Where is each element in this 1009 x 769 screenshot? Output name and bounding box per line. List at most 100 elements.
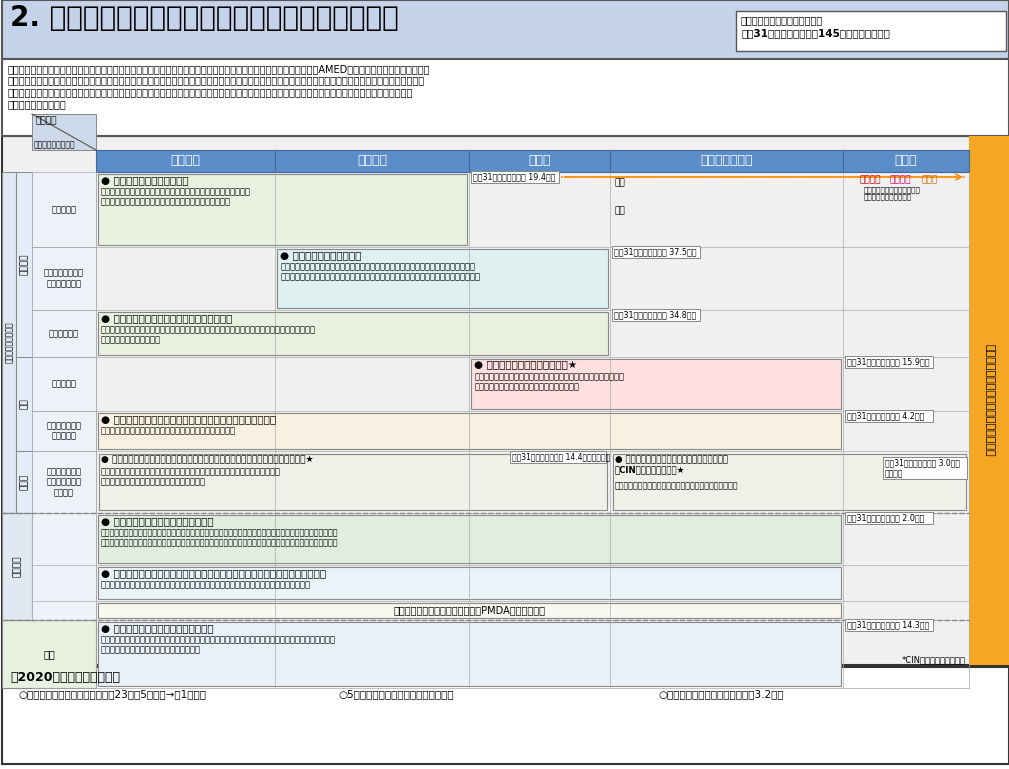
Text: ● 開発途上国・新興国等における医療技術等実用化研究事業: ● 開発途上国・新興国等における医療技術等実用化研究事業 <box>101 414 276 424</box>
Bar <box>511 451 606 463</box>
Text: ● クリニカル・イノベーション・ネットワーク
（CIN）推進支援事業　★: ● クリニカル・イノベーション・ネットワーク （CIN）推進支援事業 ★ <box>615 455 728 474</box>
Text: 平成31年度概算要求額 15.9億円: 平成31年度概算要求額 15.9億円 <box>847 357 929 366</box>
Text: 基礎研究: 基礎研究 <box>171 155 201 168</box>
Bar <box>843 150 969 172</box>
Bar <box>610 150 843 172</box>
Text: ● 医薬品等規制調和・評価研究事業（審査の迅速化・質の向上と安全対策の強化）★: ● 医薬品等規制調和・評価研究事業（審査の迅速化・質の向上と安全対策の強化）★ <box>101 455 314 464</box>
Text: レジストリ項目の精査・レジストリに関する相談支援業務: レジストリ項目の精査・レジストリに関する相談支援業務 <box>615 481 739 490</box>
Bar <box>32 114 96 150</box>
Text: ○医療機器の輸出額を倍増（平成23年約5千億円→約1兆円）: ○医療機器の輸出額を倍増（平成23年約5千億円→約1兆円） <box>18 689 206 699</box>
Bar <box>2 59 1009 136</box>
Bar <box>32 357 96 411</box>
Bar <box>469 150 610 172</box>
Text: 開発初期段階から事業化に至るまで、「伴走コンサル」等による切れ目ないワンストップ支援: 開発初期段階から事業化に至るまで、「伴走コンサル」等による切れ目ないワンストップ… <box>101 580 311 589</box>
Text: フェーズ: フェーズ <box>35 116 57 125</box>
Bar <box>277 249 608 308</box>
Text: 大企業・大学: 大企業・大学 <box>49 329 79 338</box>
Text: 平成31年度概算要求額 19.4億円: 平成31年度概算要求額 19.4億円 <box>473 172 556 181</box>
Text: 平成31年度概算要求額 34.8億円: 平成31年度概算要求額 34.8億円 <box>614 310 696 319</box>
Text: 経産省: 経産省 <box>921 175 937 184</box>
Bar <box>883 457 967 479</box>
Text: 支援基盤: 支援基盤 <box>12 556 21 578</box>
Text: ● 医療機器開発支援ネットワークの構築（医工連携事業化推進事業）（再掲）: ● 医療機器開発支援ネットワークの構築（医工連携事業化推進事業）（再掲） <box>101 568 326 578</box>
Text: 2. オールジャパンでの医療機器開発プロジェクト: 2. オールジャパンでの医療機器開発プロジェクト <box>10 4 399 32</box>
Text: 平成31年度概算要求額　145億円（一部再掲）: 平成31年度概算要求額 145億円（一部再掲） <box>741 28 890 38</box>
Text: アカデミア: アカデミア <box>51 205 77 214</box>
Text: 【2020年までの達成目標】: 【2020年までの達成目標】 <box>10 671 120 684</box>
Text: 平成31年度概算要求額 3.0億円: 平成31年度概算要求額 3.0億円 <box>885 458 960 467</box>
Bar <box>98 174 467 245</box>
Bar <box>98 567 840 599</box>
Text: ものづくり技術を
有する中小企業: ものづくり技術を 有する中小企業 <box>44 269 84 288</box>
Text: 日本医療研究開発機構対象経費: 日本医療研究開発機構対象経費 <box>741 15 823 25</box>
Bar <box>845 619 933 631</box>
Bar <box>612 246 700 258</box>
Text: 応用研究: 応用研究 <box>357 155 387 168</box>
Bar <box>612 309 700 321</box>
Text: ○5種類以上の革新的医療機器の実用化: ○5種類以上の革新的医療機器の実用化 <box>338 689 454 699</box>
Text: ● 次世代医療機器連携拠点整備等事業: ● 次世代医療機器連携拠点整備等事業 <box>101 516 214 526</box>
Text: 臨床研究・治験: 臨床研究・治験 <box>700 155 753 168</box>
Text: 研究開発の主な主体: 研究開発の主な主体 <box>34 140 76 149</box>
Bar <box>96 150 275 172</box>
Text: 文科省、: 文科省、 <box>859 175 881 184</box>
Bar <box>32 411 96 451</box>
Text: 平成31年度概算要求額 14.4億円《再掲》: 平成31年度概算要求額 14.4億円《再掲》 <box>513 452 610 461</box>
Bar <box>275 150 469 172</box>
Text: 平成31年度概算要求額 14.3億円: 平成31年度概算要求額 14.3億円 <box>847 620 929 629</box>
Text: 自立支援型ロボット介護機器開発、ロボット介護機器に係る効果の評価による普及促進（厚労省と連携）
及び安全基準策定・海外規格との連携を推進: 自立支援型ロボット介護機器開発、ロボット介護機器に係る効果の評価による普及促進（… <box>101 635 336 654</box>
Text: 先進的な医療機器・システム等及び基盤技術を開発し、薬機法における承認審査の迅速化のため
の開発ガイドラインを策定: 先進的な医療機器・システム等及び基盤技術を開発し、薬機法における承認審査の迅速化… <box>101 325 316 345</box>
Bar <box>32 513 96 620</box>
Text: 医療: 医療 <box>19 398 28 409</box>
Text: 《再掲》: 《再掲》 <box>885 469 903 478</box>
Text: 平成31年度概算要求額 37.5億円: 平成31年度概算要求額 37.5億円 <box>614 247 696 256</box>
Text: 医療現場のニーズに基づいて医療機器を開発できる企業の人材を育成し、医療機器開発の加速化・産業化を推進
するため、人材育成拠点の連携を強化することに加えて、新たな: 医療現場のニーズに基づいて医療機器を開発できる企業の人材を育成し、医療機器開発の… <box>101 528 338 548</box>
Bar <box>98 312 608 355</box>
Bar <box>2 0 1009 59</box>
Bar <box>2 136 1009 665</box>
Bar <box>16 357 32 451</box>
Text: 研究開発の主な主体: 研究開発の主な主体 <box>4 321 13 363</box>
Bar <box>32 172 96 247</box>
Bar <box>845 356 933 368</box>
Text: *CIN関連事業を含むもの: *CIN関連事業を含むもの <box>902 655 966 664</box>
Text: 審出: 審出 <box>614 206 625 215</box>
Bar <box>613 454 966 510</box>
Bar <box>2 620 96 688</box>
Bar <box>98 622 840 686</box>
Text: 介護: 介護 <box>43 649 54 659</box>
Bar <box>2 513 32 620</box>
Text: 厚労省、: 厚労省、 <box>889 175 910 184</box>
Text: ニッチトップの
中小企業等: ニッチトップの 中小企業等 <box>46 421 82 441</box>
Text: 審出: 審出 <box>614 178 625 188</box>
Bar <box>471 171 559 183</box>
Text: 平成31年度概算要求額 2.0億円: 平成31年度概算要求額 2.0億円 <box>847 513 924 522</box>
Text: ● 医療機器開発推進研究事業　★: ● 医療機器開発推進研究事業 ★ <box>474 360 577 370</box>
Text: 実用化（市販・医療現場への普及等）: 実用化（市販・医療現場への普及等） <box>984 345 994 457</box>
Text: その他: その他 <box>19 474 28 490</box>
Text: 適切な審査と安
全対策のための
基盤整備: 適切な審査と安 全対策のための 基盤整備 <box>46 467 82 497</box>
Bar <box>845 410 933 422</box>
Bar <box>32 247 96 310</box>
Text: ● ロボット介護機器開発・標準化事業: ● ロボット介護機器開発・標準化事業 <box>101 623 214 633</box>
Text: 研究開発: 研究開発 <box>19 254 28 275</box>
Text: ● 医工連携事業化推進事業: ● 医工連携事業化推進事業 <box>281 250 362 260</box>
Text: による企業・ベンチャー等に
よる研究・事業化の推進: による企業・ベンチャー等に よる研究・事業化の推進 <box>864 186 921 200</box>
Bar <box>969 136 1009 665</box>
Text: 研究開発から承認審査、市販後対策に至るまでの規制、国際標準化等について、
科学技術と社会的要請を調和させる研究を推進: 研究開発から承認審査、市販後対策に至るまでの規制、国際標準化等について、 科学技… <box>101 467 281 487</box>
Text: 実用化: 実用化 <box>895 155 917 168</box>
Text: 大学等と企業との連携を通じ、大学等のシーズ等の実用化に向けて
革新的な医療機器につながる技術・機器・システムを開発: 大学等と企業との連携を通じ、大学等のシーズ等の実用化に向けて 革新的な医療機器に… <box>101 187 251 206</box>
Text: 海外における医療機器等のニーズに基づく研究開発等を支援: 海外における医療機器等のニーズに基づく研究開発等を支援 <box>101 426 236 435</box>
Text: 産学官連携による日本発の革新的医療機器の創出を目指す質の高い
非臨床研究及び臨床研究・医師主導試験を支援: 産学官連携による日本発の革新的医療機器の創出を目指す質の高い 非臨床研究及び臨床… <box>474 372 625 391</box>
Bar <box>2 172 16 513</box>
Text: （独）医薬品医療機器総合機構（PMDA）による支援: （独）医薬品医療機器総合機構（PMDA）による支援 <box>394 605 546 615</box>
Bar <box>98 603 840 618</box>
Text: ○国内医療機器市場規模の拡大　3.2兆円: ○国内医療機器市場規模の拡大 3.2兆円 <box>658 689 784 699</box>
Text: 医療機器促進法に基づく医療機器基本計画を着実に実行するため、また医工連携による医療機器開発を促進すべく、AMEDを通じて、各省・専門支援機関
（産総研、医療機器: 医療機器促進法に基づく医療機器基本計画を着実に実行するため、また医工連携による医… <box>8 64 431 108</box>
Bar <box>99 454 607 510</box>
Bar <box>32 451 96 513</box>
Bar <box>16 451 32 513</box>
Text: 医療機関等: 医療機関等 <box>51 379 77 388</box>
Text: 平成31年度概算要求額 4.2億円: 平成31年度概算要求額 4.2億円 <box>847 411 924 420</box>
Bar <box>471 359 840 409</box>
